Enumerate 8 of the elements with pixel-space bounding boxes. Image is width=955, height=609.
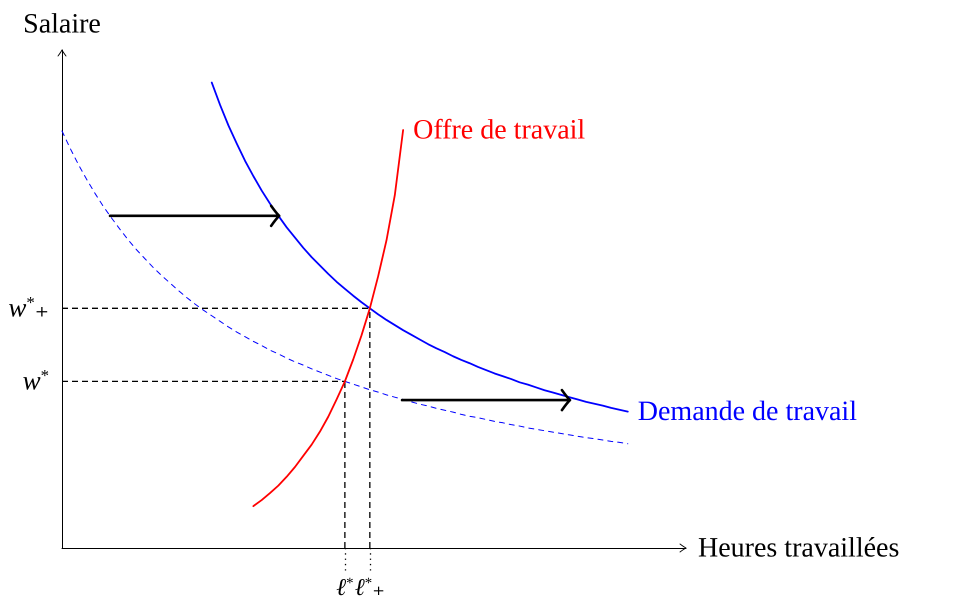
ref-line-label: w$^{*}$: [22, 366, 49, 396]
series-label: Offre de travail: [413, 114, 586, 146]
ref-line-label: w$^{*}$₊: [8, 292, 49, 323]
x-tick-label: ℓ$^{*}$: [336, 575, 354, 601]
x-tick-label: ℓ$^{*}$₊: [354, 575, 385, 601]
series-label: Demande de travail: [638, 396, 858, 428]
y-axis-title: Salaire: [23, 8, 101, 40]
x-axis-title: Heures travaillées: [698, 532, 900, 564]
